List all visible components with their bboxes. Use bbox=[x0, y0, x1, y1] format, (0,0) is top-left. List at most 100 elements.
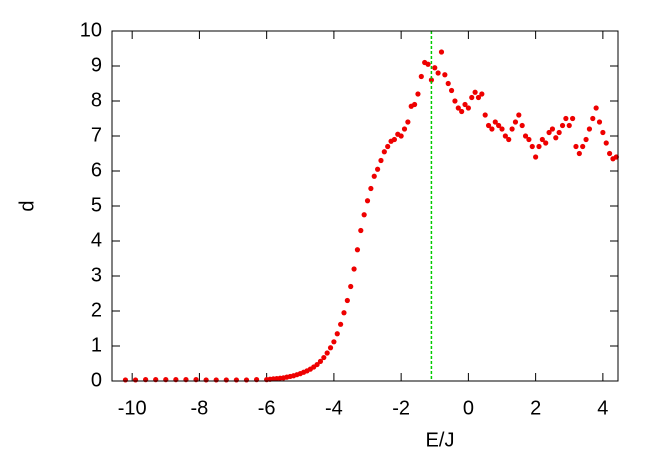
data-point bbox=[375, 166, 381, 172]
data-point bbox=[122, 377, 129, 383]
data-point bbox=[405, 119, 411, 125]
data-point bbox=[566, 122, 572, 129]
y-tick-label: 3 bbox=[91, 264, 102, 286]
data-point bbox=[324, 350, 330, 356]
data-point bbox=[573, 143, 579, 150]
data-point bbox=[418, 73, 424, 80]
data-point bbox=[519, 122, 525, 129]
x-tick-label: -6 bbox=[258, 397, 276, 419]
y-tick-label: 6 bbox=[91, 159, 102, 181]
data-point bbox=[526, 136, 532, 143]
data-point bbox=[465, 105, 471, 111]
data-point bbox=[432, 65, 438, 71]
y-tick-label: 9 bbox=[91, 54, 102, 76]
data-point bbox=[364, 198, 371, 204]
data-point bbox=[563, 115, 569, 122]
data-point bbox=[442, 72, 448, 78]
data-point bbox=[475, 94, 482, 101]
y-tick-label: 0 bbox=[91, 369, 102, 391]
y-tick-label: 2 bbox=[91, 299, 102, 321]
y-tick-label: 5 bbox=[91, 194, 102, 216]
data-point bbox=[452, 98, 458, 104]
data-point bbox=[539, 136, 545, 143]
data-point bbox=[334, 331, 340, 337]
plot-frame bbox=[111, 30, 619, 382]
data-point bbox=[428, 77, 435, 83]
data-point bbox=[213, 377, 219, 383]
x-tick-label: 2 bbox=[530, 397, 541, 419]
data-point bbox=[590, 115, 596, 122]
data-point bbox=[462, 101, 468, 108]
data-point bbox=[361, 212, 367, 218]
data-point bbox=[606, 150, 613, 157]
data-point bbox=[425, 61, 431, 67]
data-point bbox=[455, 105, 461, 111]
data-point bbox=[603, 140, 609, 146]
data-point bbox=[559, 122, 566, 129]
y-tick-label: 7 bbox=[91, 124, 102, 146]
data-point bbox=[516, 112, 522, 118]
data-point bbox=[546, 129, 552, 136]
data-point bbox=[549, 126, 556, 132]
data-point bbox=[556, 129, 562, 136]
data-point bbox=[479, 91, 485, 97]
data-point bbox=[341, 310, 347, 316]
data-point bbox=[371, 173, 377, 179]
data-point bbox=[469, 94, 475, 101]
data-point bbox=[344, 297, 350, 304]
y-tick-label: 10 bbox=[80, 19, 102, 41]
y-axis-label: d bbox=[16, 200, 38, 211]
data-point bbox=[593, 105, 599, 111]
data-point bbox=[496, 122, 502, 129]
data-point bbox=[331, 339, 337, 345]
data-point bbox=[506, 136, 512, 143]
data-point bbox=[543, 140, 549, 146]
data-point bbox=[398, 133, 404, 139]
data-point bbox=[317, 358, 324, 364]
data-point bbox=[223, 377, 229, 383]
data-point bbox=[489, 126, 495, 132]
data-point bbox=[482, 112, 488, 118]
data-point bbox=[385, 143, 391, 150]
data-point bbox=[536, 143, 542, 150]
data-point bbox=[529, 143, 535, 150]
data-point bbox=[576, 150, 582, 157]
data-point bbox=[338, 321, 344, 327]
data-point bbox=[415, 91, 421, 97]
data-point bbox=[368, 185, 374, 192]
y-tick-label: 4 bbox=[91, 229, 102, 251]
data-point bbox=[580, 143, 586, 150]
data-point bbox=[499, 126, 505, 132]
x-tick-label: -2 bbox=[392, 397, 410, 419]
y-tick-label: 8 bbox=[91, 89, 102, 111]
x-tick-label: -10 bbox=[118, 397, 147, 419]
x-tick-label: -4 bbox=[325, 397, 343, 419]
x-tick-label: 4 bbox=[597, 397, 608, 419]
data-point bbox=[485, 122, 492, 129]
data-point bbox=[553, 135, 559, 141]
data-point bbox=[533, 154, 539, 160]
data-point bbox=[522, 133, 529, 139]
data-point bbox=[472, 89, 478, 95]
x-tick-label: -8 bbox=[191, 397, 209, 419]
data-point bbox=[314, 361, 320, 368]
data-point bbox=[586, 126, 593, 132]
data-point bbox=[351, 266, 357, 272]
data-point bbox=[233, 377, 239, 383]
y-tick-label: 1 bbox=[91, 334, 102, 356]
data-point bbox=[435, 70, 441, 76]
data-point bbox=[459, 108, 465, 115]
data-point bbox=[381, 149, 387, 155]
data-point bbox=[600, 129, 606, 136]
data-point bbox=[378, 157, 384, 164]
data-point bbox=[583, 136, 589, 143]
data-point bbox=[132, 377, 139, 383]
data-point bbox=[492, 119, 498, 125]
data-point bbox=[502, 133, 508, 139]
data-point bbox=[438, 49, 445, 55]
data-point bbox=[203, 377, 209, 383]
data-point bbox=[348, 283, 354, 290]
data-point bbox=[512, 119, 519, 125]
